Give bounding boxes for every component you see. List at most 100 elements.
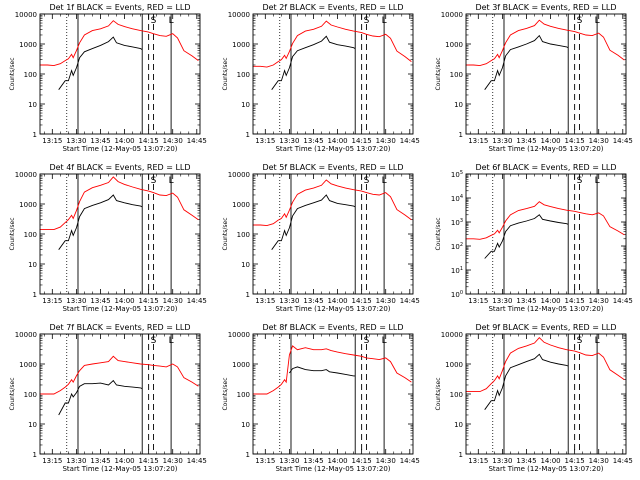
- x-tick-label: 14:00: [114, 137, 134, 145]
- y-tick-label: 10000: [441, 11, 463, 19]
- x-tick-label: 13:30: [279, 137, 299, 145]
- x-tick-label: 14:45: [613, 297, 633, 305]
- y-tick-label: 10: [454, 101, 463, 109]
- x-tick-label: 14:45: [400, 297, 420, 305]
- series-lld: [252, 179, 412, 227]
- x-tick-label: 13:30: [279, 297, 299, 305]
- y-tick-label: 1000: [19, 41, 37, 49]
- x-tick-label: 13:30: [492, 137, 512, 145]
- x-tick-label: 14:45: [400, 137, 420, 145]
- y-tick-label: 100: [24, 231, 37, 239]
- y-tick-label: 100: [450, 71, 463, 79]
- marker-letter: S: [151, 176, 157, 186]
- panel-7: Det 7f BLACK = Events, RED = LLD 1 10 100 10…: [9, 323, 207, 473]
- plot-frame: [252, 333, 414, 455]
- y-axis-label: Counts/sec: [222, 57, 229, 90]
- x-tick-label: 13:45: [90, 457, 110, 465]
- x-axis-label: Start Time (12-May-05 13:07:20): [62, 145, 177, 153]
- chart-title: Det 7f BLACK = Events, RED = LLD: [49, 323, 190, 332]
- x-tick-label: 13:30: [66, 297, 86, 305]
- y-axis-label: Counts/sec: [222, 217, 229, 250]
- x-tick-label: 14:45: [187, 297, 207, 305]
- y-tick-label: 100: [450, 391, 463, 399]
- x-tick-label: 13:45: [303, 457, 323, 465]
- y-tick-label: 1000: [19, 201, 37, 209]
- x-tick-label: 13:15: [468, 137, 488, 145]
- x-tick-label: 14:15: [139, 137, 159, 145]
- x-tick-label: 14:30: [376, 457, 396, 465]
- x-axis-label: Start Time (12-May-05 13:07:20): [62, 305, 177, 313]
- y-axis-label: Counts/sec: [222, 377, 229, 410]
- series-events: [58, 379, 143, 416]
- series-events: [484, 353, 569, 410]
- y-axis-label: Counts/sec: [9, 377, 16, 410]
- y-axis-label: Counts/sec: [435, 217, 442, 250]
- series-lld: [39, 20, 199, 67]
- y-tick-label: 1000: [445, 41, 463, 49]
- chart-title: Det 2f BLACK = Events, RED = LLD: [262, 3, 403, 12]
- y-tick-label: 1: [246, 291, 250, 299]
- series-lld: [465, 337, 625, 393]
- panel-2: Det 2f BLACK = Events, RED = LLD 1 10 100 10…: [222, 3, 420, 153]
- x-tick-label: 14:00: [540, 457, 560, 465]
- marker-letter: L: [595, 16, 600, 26]
- x-tick-label: 14:45: [613, 457, 633, 465]
- series-lld: [39, 176, 199, 231]
- x-tick-label: 13:45: [303, 137, 323, 145]
- y-tick-label: 105: [451, 170, 463, 179]
- marker-letter: L: [382, 16, 387, 26]
- y-tick-label: 10000: [228, 11, 250, 19]
- x-tick-label: 13:30: [492, 457, 512, 465]
- y-tick-label: 10000: [228, 331, 250, 339]
- y-tick-label: 103: [451, 218, 463, 227]
- y-tick-label: 1: [459, 451, 463, 459]
- chart-title: Det 1f BLACK = Events, RED = LLD: [49, 3, 190, 12]
- x-tick-label: 13:15: [468, 297, 488, 305]
- marker-letter: L: [382, 336, 387, 346]
- x-axis-label: Start Time (12-May-05 13:07:20): [488, 465, 603, 473]
- y-tick-label: 100: [237, 391, 250, 399]
- x-tick-label: 13:45: [516, 137, 536, 145]
- x-tick-label: 13:15: [42, 297, 62, 305]
- x-tick-label: 14:30: [376, 137, 396, 145]
- series-events: [289, 366, 356, 377]
- x-tick-label: 14:30: [163, 137, 183, 145]
- marker-letter: S: [151, 336, 157, 346]
- chart-title: Det 4f BLACK = Events, RED = LLD: [49, 163, 190, 172]
- series-lld: [252, 345, 412, 395]
- marker-letter: S: [577, 176, 583, 186]
- chart-title: Det 8f BLACK = Events, RED = LLD: [262, 323, 403, 332]
- marker-letter: S: [364, 336, 370, 346]
- y-tick-label: 1: [459, 131, 463, 139]
- series-events: [484, 34, 569, 90]
- marker-letter: L: [169, 16, 174, 26]
- plot-frame: [252, 13, 414, 135]
- y-tick-label: 1: [246, 451, 250, 459]
- y-tick-label: 10000: [15, 11, 37, 19]
- x-tick-label: 14:30: [376, 297, 396, 305]
- y-tick-label: 10: [241, 421, 250, 429]
- x-tick-label: 14:15: [565, 457, 585, 465]
- series-events: [271, 194, 356, 250]
- x-tick-label: 14:00: [327, 457, 347, 465]
- x-tick-label: 14:00: [327, 137, 347, 145]
- panel-1: Det 1f BLACK = Events, RED = LLD 1 10 100 10…: [9, 3, 207, 153]
- y-axis-label: Counts/sec: [435, 377, 442, 410]
- x-tick-label: 13:45: [90, 137, 110, 145]
- chart-title: Det 9f BLACK = Events, RED = LLD: [475, 323, 616, 332]
- y-tick-label: 10: [241, 261, 250, 269]
- chart-title: Det 6f BLACK = Events, RED = LLD: [475, 163, 616, 172]
- x-axis-label: Start Time (12-May-05 13:07:20): [275, 465, 390, 473]
- y-tick-label: 101: [451, 266, 463, 275]
- plot-frame: [465, 333, 627, 455]
- x-tick-label: 13:45: [303, 297, 323, 305]
- panel-6: Det 6f BLACK = Events, RED = LLD 100 101 10…: [435, 163, 633, 313]
- x-tick-label: 14:15: [139, 297, 159, 305]
- y-tick-label: 10000: [15, 171, 37, 179]
- series-events: [271, 35, 356, 90]
- marker-letter: S: [151, 16, 157, 26]
- panel-3: Det 3f BLACK = Events, RED = LLD 1 10 100 10…: [435, 3, 633, 153]
- x-tick-label: 14:00: [114, 297, 134, 305]
- x-tick-label: 14:30: [589, 137, 609, 145]
- x-tick-label: 14:45: [613, 137, 633, 145]
